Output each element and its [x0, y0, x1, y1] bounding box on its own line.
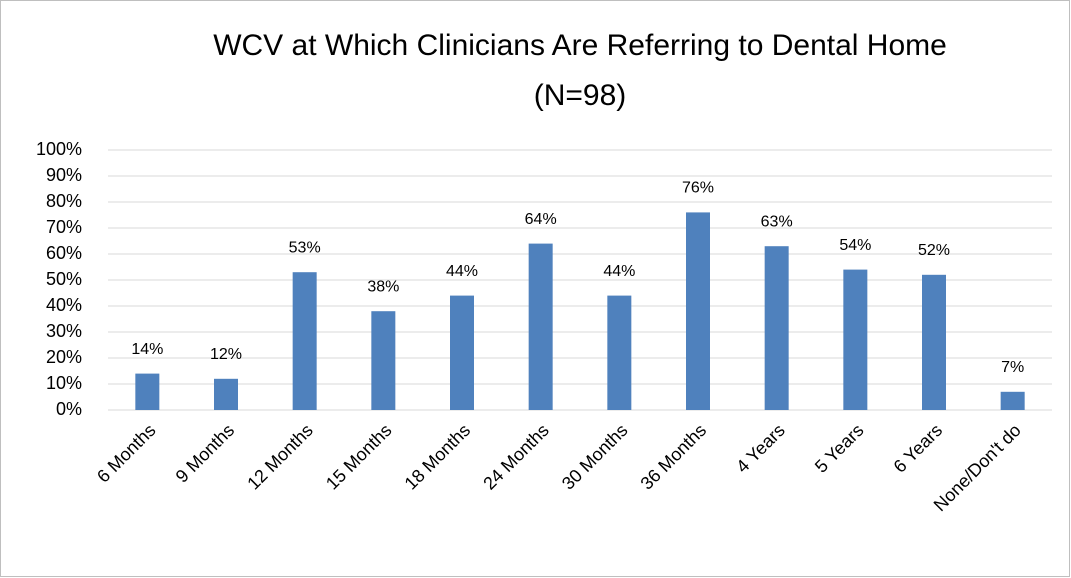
data-label: 76% — [682, 180, 714, 197]
bar — [764, 246, 789, 410]
data-label: 44% — [446, 263, 478, 280]
data-label: 63% — [761, 213, 793, 230]
data-label: 12% — [210, 346, 242, 363]
data-label: 52% — [918, 242, 950, 259]
data-label: 14% — [131, 341, 163, 358]
y-tick-label: 30% — [46, 321, 82, 341]
bar — [135, 373, 160, 410]
y-tick-label: 40% — [46, 295, 82, 315]
data-label: 54% — [839, 237, 871, 254]
y-tick-label: 90% — [46, 165, 82, 185]
data-label: 7% — [1001, 359, 1024, 376]
data-label: 38% — [367, 278, 399, 295]
bar — [528, 243, 553, 410]
y-tick-label: 20% — [46, 347, 82, 367]
y-tick-label: 10% — [46, 373, 82, 393]
y-tick-label: 80% — [46, 191, 82, 211]
y-tick-label: 100% — [36, 139, 82, 159]
data-label: 64% — [525, 211, 557, 228]
y-tick-label: 70% — [46, 217, 82, 237]
bar — [450, 295, 474, 410]
y-tick-label: 50% — [46, 269, 82, 289]
bar — [292, 272, 317, 410]
bar — [1000, 391, 1025, 410]
bar — [607, 295, 632, 410]
data-label: 44% — [603, 263, 635, 280]
chart-title: WCV at Which Clinicians Are Referring to… — [213, 29, 947, 62]
y-tick-label: 0% — [56, 399, 82, 419]
bar — [371, 311, 396, 410]
bar — [214, 378, 238, 410]
bar — [843, 269, 868, 410]
chart-title: (N=98) — [534, 79, 627, 112]
y-tick-label: 60% — [46, 243, 82, 263]
bar — [686, 212, 710, 410]
bar — [922, 274, 946, 410]
data-label: 53% — [289, 239, 321, 256]
